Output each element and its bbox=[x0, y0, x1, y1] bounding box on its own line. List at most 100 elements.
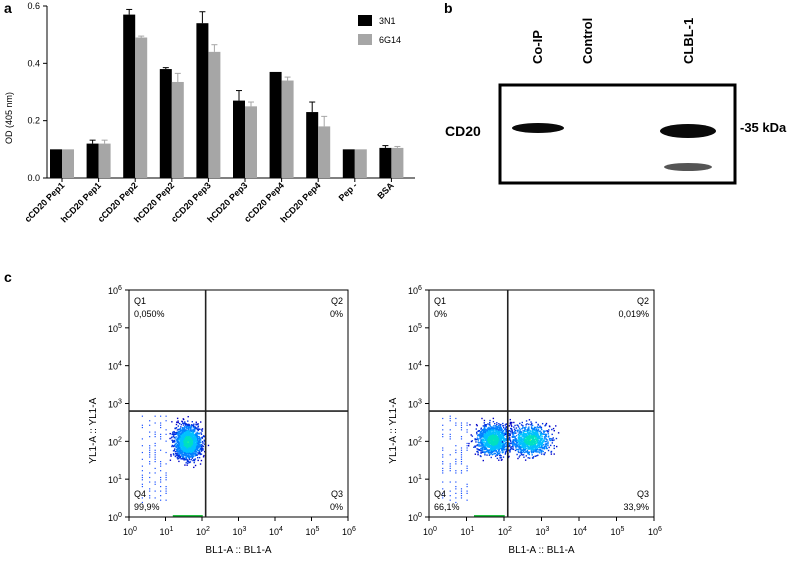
flow-event bbox=[442, 463, 444, 465]
flow-event bbox=[532, 427, 534, 430]
flow-event bbox=[500, 428, 503, 430]
flow-event bbox=[497, 449, 500, 451]
flow-event bbox=[490, 453, 493, 455]
flow-event bbox=[539, 439, 541, 442]
flow-y-tick-label: 104 bbox=[408, 361, 422, 372]
flow-x-tick-exponent: 0 bbox=[133, 526, 137, 533]
flow-event bbox=[542, 433, 544, 435]
flow-event bbox=[476, 431, 478, 434]
flow-event bbox=[449, 463, 451, 465]
flow-event bbox=[455, 485, 457, 488]
flow-event bbox=[551, 438, 553, 440]
flow-event bbox=[523, 430, 526, 433]
flow-event bbox=[498, 433, 500, 436]
flow-event bbox=[539, 452, 541, 454]
flow-event bbox=[197, 438, 199, 440]
flow-event bbox=[442, 472, 444, 474]
bar-6G14-3 bbox=[171, 81, 184, 178]
flow-event bbox=[200, 453, 203, 455]
flow-event bbox=[188, 447, 190, 449]
flow-event bbox=[519, 431, 521, 433]
bar-6G14-1 bbox=[98, 143, 111, 178]
flow-event bbox=[517, 429, 519, 431]
flow-event bbox=[174, 453, 177, 455]
flow-event bbox=[199, 448, 201, 451]
flow-event bbox=[543, 453, 546, 456]
flow-event bbox=[486, 430, 489, 432]
flow-event bbox=[186, 426, 188, 429]
flow-event bbox=[535, 434, 538, 436]
flow-event bbox=[182, 436, 184, 438]
flow-event bbox=[520, 440, 522, 442]
flow-event bbox=[180, 432, 183, 434]
flow-event bbox=[516, 424, 518, 426]
flow-event bbox=[501, 443, 503, 445]
flow-event bbox=[442, 481, 444, 483]
flow-event bbox=[490, 440, 493, 443]
flow-event bbox=[539, 449, 542, 451]
flow-event bbox=[194, 464, 197, 467]
flow-event bbox=[528, 423, 530, 426]
flow-event bbox=[492, 426, 494, 429]
flow-event bbox=[502, 437, 504, 440]
flow-event bbox=[196, 432, 199, 435]
flow-event bbox=[498, 431, 500, 433]
flow-event bbox=[523, 435, 525, 437]
flow-event bbox=[527, 432, 530, 435]
flow-event bbox=[499, 433, 501, 436]
flow-event bbox=[522, 433, 524, 436]
flow-event bbox=[174, 427, 176, 430]
flow-event bbox=[540, 426, 543, 429]
flow-event bbox=[480, 440, 482, 442]
flow-event bbox=[173, 448, 176, 450]
flow-event bbox=[537, 442, 540, 444]
flow-event bbox=[192, 454, 194, 457]
flow-event bbox=[141, 470, 143, 472]
flow-event bbox=[195, 437, 197, 440]
flow-event bbox=[195, 421, 197, 423]
flow-event bbox=[499, 429, 501, 431]
flow-event bbox=[197, 435, 200, 438]
flow-event bbox=[522, 434, 524, 436]
flow-event bbox=[191, 438, 194, 440]
flow-event bbox=[493, 431, 496, 433]
flow-event bbox=[188, 456, 190, 459]
flow-event bbox=[509, 439, 512, 442]
flow-event bbox=[480, 427, 483, 429]
flow-event bbox=[190, 438, 192, 440]
flow-event bbox=[490, 433, 493, 435]
flow-event bbox=[499, 424, 501, 426]
flow-event bbox=[449, 467, 451, 470]
flow-event bbox=[485, 451, 487, 453]
flow-event bbox=[179, 453, 182, 455]
flow-event bbox=[207, 444, 210, 447]
flow-event bbox=[194, 447, 196, 450]
flow-event bbox=[484, 424, 486, 426]
flow-event bbox=[181, 452, 183, 455]
flow-event bbox=[192, 446, 195, 448]
flow-event bbox=[501, 434, 504, 436]
flow-event bbox=[535, 428, 538, 430]
blot-row-label: CD20 bbox=[445, 123, 481, 139]
flow-event bbox=[449, 438, 451, 440]
flow-event bbox=[489, 428, 491, 431]
panel-label-a: a bbox=[4, 0, 12, 16]
flow-event bbox=[466, 470, 468, 472]
flow-event bbox=[499, 454, 501, 456]
flow-event bbox=[196, 456, 199, 459]
flow-event bbox=[480, 439, 482, 441]
flow-event bbox=[442, 417, 444, 420]
flow-event bbox=[494, 441, 496, 443]
flow-event bbox=[186, 430, 189, 433]
flow-event bbox=[191, 444, 193, 447]
bar-chart: OD (405 nm) 0.00.20.40.6 cCD20 Pep1hCD20… bbox=[4, 1, 415, 225]
flow-event bbox=[481, 448, 484, 450]
flow-event bbox=[508, 430, 510, 432]
flow-event bbox=[492, 434, 494, 436]
flow-event bbox=[196, 451, 198, 454]
flow-event bbox=[484, 431, 486, 434]
flow-event bbox=[537, 433, 539, 435]
flow-event bbox=[484, 428, 487, 431]
flow-event bbox=[480, 430, 483, 433]
flow-event bbox=[180, 438, 182, 441]
